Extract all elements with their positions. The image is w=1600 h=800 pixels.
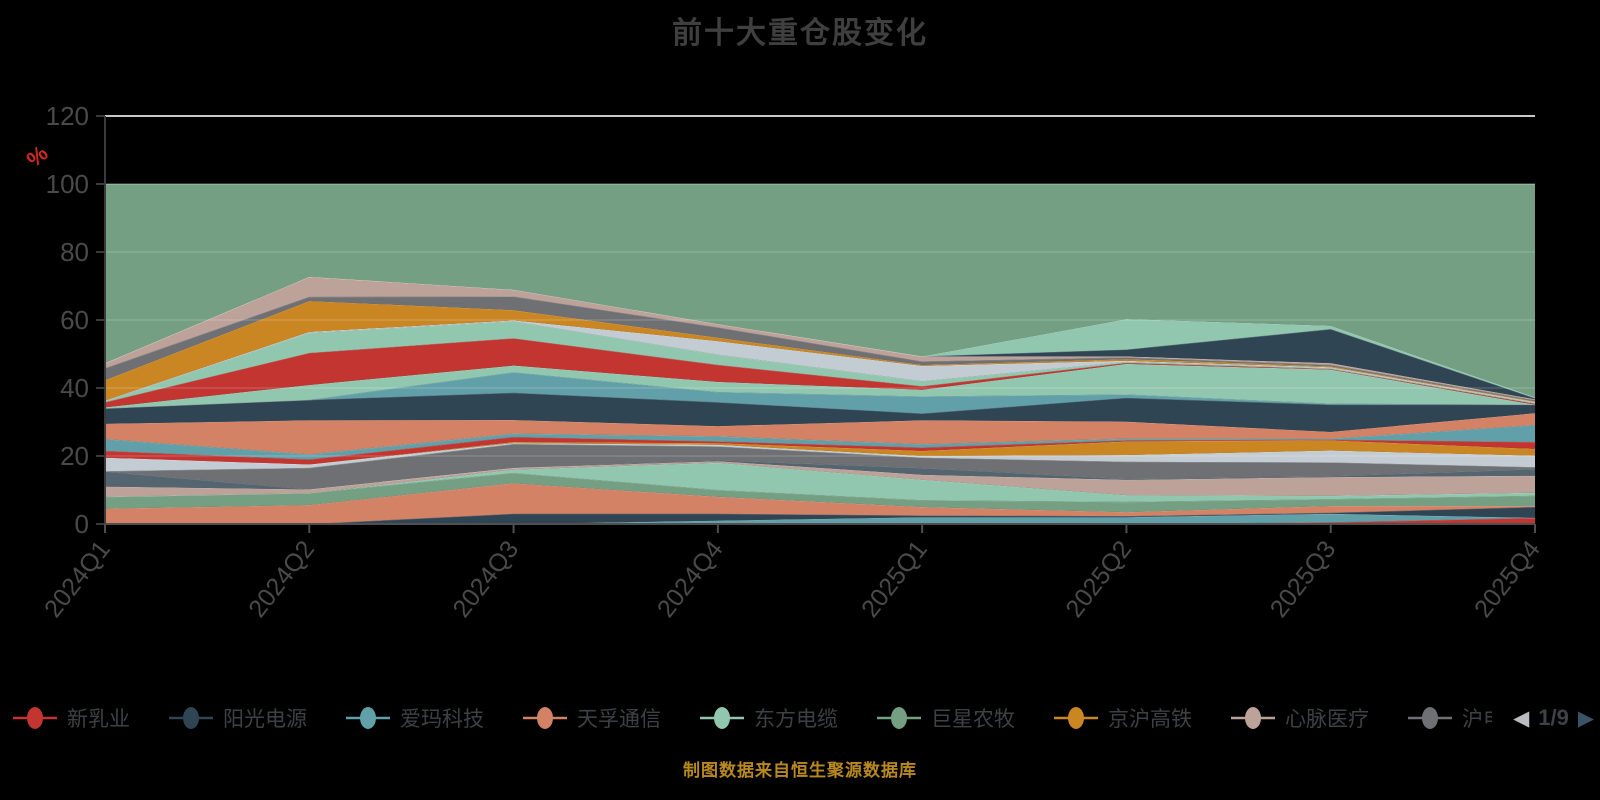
area-series-band-22-gray — [105, 296, 1535, 402]
legend-label: 东方电缆 — [754, 708, 838, 731]
chart-title: 前十大重仓股变化 — [672, 17, 928, 50]
x-axis-label: 2025Q3 — [1265, 535, 1342, 622]
legend-marker-icon — [169, 707, 213, 729]
y-axis-unit-label: % — [22, 140, 53, 172]
area-series-band-11-orange — [105, 440, 1535, 465]
area-series-band-15-navy — [105, 392, 1535, 432]
legend-item-天孚通信[interactable]: 天孚通信 — [522, 703, 661, 733]
y-axis-label: 120 — [46, 101, 89, 131]
x-axis-label: 2025Q4 — [1469, 535, 1546, 622]
legend-label: 爱玛科技 — [400, 708, 484, 731]
x-axis-label: 2025Q2 — [1060, 535, 1137, 622]
legend-item-新乳业[interactable]: 新乳业 — [12, 703, 130, 733]
legend-marker-icon — [1231, 707, 1275, 729]
area-series-group — [104, 183, 1536, 525]
x-axis-label: 2024Q3 — [447, 535, 524, 622]
legend-marker-icon — [1054, 707, 1098, 729]
area-series-band-top-sage — [105, 184, 1535, 398]
legend-label: 巨星农牧 — [931, 708, 1015, 731]
y-axis-label: 40 — [60, 373, 89, 403]
legend-label: 天孚通信 — [577, 708, 661, 731]
legend-label: 新乳业 — [67, 708, 130, 731]
legend-pager: ◀ 1/9 ▶ — [1513, 705, 1594, 731]
legend-pager-next-icon[interactable]: ▶ — [1577, 706, 1594, 730]
x-axis-label: 2024Q2 — [243, 535, 320, 622]
legend-marker-icon — [877, 707, 921, 729]
legend-item-阳光电源[interactable]: 阳光电源 — [168, 703, 307, 733]
y-axis-label: 80 — [60, 237, 89, 267]
legend-label: 阳光电源 — [223, 708, 307, 731]
legend-item-东方电缆[interactable]: 东方电缆 — [699, 703, 838, 733]
area-series-band-24-navy — [105, 276, 1535, 400]
legend-marker-icon — [346, 707, 390, 729]
legend-item-巨星农牧[interactable]: 巨星农牧 — [876, 703, 1015, 733]
area-series-band-19-mint — [105, 321, 1535, 404]
legend-label: 心脉医疗 — [1285, 708, 1369, 731]
y-axis-label: 100 — [46, 169, 89, 199]
x-axis-label: 2024Q4 — [652, 535, 729, 622]
legend-row: 新乳业 阳光电源 爱玛科技 天孚通信 东方电缆 巨星农牧 京沪高铁 心脉医疗 沪电股份 ◀ 1/… — [0, 694, 1600, 742]
data-source-footer: 制图数据来自恒生聚源数据库 — [683, 761, 917, 780]
area-series-band-06-mint — [105, 462, 1535, 502]
axes-group — [96, 115, 1536, 533]
legend-items: 新乳业 阳光电源 爱玛科技 天孚通信 东方电缆 巨星农牧 京沪高铁 心脉医疗 沪电股份 — [12, 703, 1513, 733]
area-series-band-20-white — [105, 320, 1535, 403]
area-series-band-02-teal — [105, 513, 1535, 524]
legend-label: 沪电股份 — [1462, 708, 1492, 731]
legend-item-京沪高铁[interactable]: 京沪高铁 — [1053, 703, 1192, 733]
x-axis-label: 2025Q1 — [856, 535, 933, 622]
area-series-band-07-mauve — [105, 461, 1535, 497]
area-series-band-03-navy — [105, 507, 1535, 524]
legend-marker-icon — [13, 707, 57, 729]
area-series-band-17-mint — [105, 363, 1535, 409]
area-series-band-04-salmon — [105, 483, 1535, 524]
area-series-band-21-orange — [105, 300, 1535, 402]
area-series-band-16-teal — [105, 372, 1535, 414]
legend-pager-text: 1/9 — [1538, 705, 1569, 730]
legend-item-爱玛科技[interactable]: 爱玛科技 — [345, 703, 484, 733]
y-axis-label: 20 — [60, 441, 89, 471]
y-axis-label: 0 — [75, 509, 89, 539]
area-series-band-18-red — [105, 338, 1535, 408]
area-series-band-10-white — [105, 443, 1535, 472]
area-series-band-09-gray — [105, 444, 1535, 490]
grid-lines-group — [105, 115, 1535, 457]
legend-label: 京沪高铁 — [1108, 708, 1192, 731]
area-series-band-08-slate — [105, 460, 1535, 490]
legend-pager-prev-icon[interactable]: ◀ — [1513, 706, 1530, 730]
area-series-band-05-sage — [105, 473, 1535, 513]
area-series-band-14-salmon — [105, 413, 1535, 455]
x-axis-label: 2024Q1 — [39, 535, 116, 622]
legend-item-心脉医疗[interactable]: 心脉医疗 — [1230, 703, 1369, 733]
legend-marker-icon — [700, 707, 744, 729]
area-series-band-12-red — [105, 436, 1535, 465]
legend-marker-icon — [523, 707, 567, 729]
legend-item-沪电股份[interactable]: 沪电股份 — [1407, 703, 1492, 733]
legend-marker-icon — [1408, 707, 1452, 729]
area-series-band-13-teal — [105, 425, 1535, 460]
y-axis-label: 60 — [60, 305, 89, 335]
